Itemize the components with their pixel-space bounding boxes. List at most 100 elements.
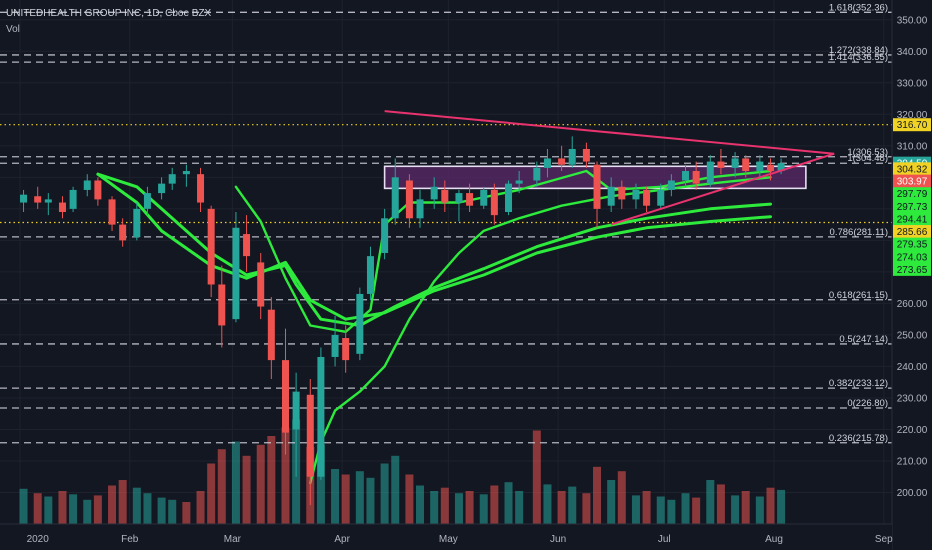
candle-body: [232, 227, 240, 320]
price-tag-label: 297.79: [897, 189, 928, 200]
candle-body: [543, 158, 551, 168]
fib-label: 0.236(215.78): [829, 433, 888, 444]
fib-label: 1(304.48): [847, 153, 888, 164]
candle-body: [731, 158, 739, 168]
volume-bar: [405, 474, 414, 524]
volume-bar: [118, 480, 127, 524]
candle-body: [643, 189, 651, 206]
fib-label: 0.382(233.12): [829, 378, 888, 389]
x-tick-label: Aug: [765, 534, 783, 545]
volume-bar: [380, 463, 389, 524]
candle-body: [717, 161, 725, 168]
x-tick-label: 2020: [27, 534, 50, 545]
fib-label: 1(306.53): [847, 147, 888, 158]
volume-bar: [157, 497, 166, 524]
candle-body: [391, 177, 399, 219]
volume-bar: [316, 444, 325, 524]
x-tick-label: Mar: [224, 534, 242, 545]
fib-label: 0(226.80): [847, 398, 888, 409]
candle-body: [657, 189, 665, 206]
volume-bars: [19, 419, 786, 524]
y-tick-label: 260.00: [897, 299, 928, 310]
volume-bar: [83, 499, 92, 524]
candle-body: [766, 164, 774, 172]
volume-bar: [667, 499, 676, 524]
volume-bar: [731, 495, 740, 524]
volume-bar: [454, 493, 463, 524]
candle-body: [108, 199, 116, 225]
volume-bar: [706, 480, 715, 524]
x-tick-label: Feb: [121, 534, 139, 545]
volume-bar: [504, 482, 513, 524]
candle-body: [58, 202, 66, 212]
volume-bar: [430, 491, 439, 524]
candle-body: [777, 163, 785, 172]
candle-body: [331, 334, 339, 357]
candle-body: [158, 183, 166, 194]
candle-body: [168, 174, 176, 184]
trendline: [384, 110, 835, 155]
volume-bar: [631, 495, 640, 524]
candle-body: [582, 148, 590, 162]
price-tag-label: 303.97: [897, 177, 928, 188]
y-tick-label: 210.00: [897, 456, 928, 467]
price-tag: [893, 187, 931, 201]
price-tag-label: 274.03: [897, 252, 928, 263]
candle-body: [44, 199, 52, 203]
candle-body: [69, 189, 77, 209]
volume-bar: [716, 484, 725, 524]
price-tag: [893, 162, 931, 176]
volume-bar: [19, 488, 28, 524]
volume-label: Vol: [6, 24, 20, 35]
candle-body: [466, 193, 474, 206]
candle-body: [282, 360, 289, 433]
price-tag-label: 273.65: [897, 265, 928, 276]
candle-body: [197, 174, 205, 203]
price-tag: [893, 212, 931, 226]
volume-bar: [557, 491, 566, 524]
candle-body: [593, 164, 601, 209]
candle-body: [342, 338, 350, 361]
x-tick-label: Sep: [875, 534, 893, 545]
volume-bar: [642, 491, 651, 524]
candle-body: [366, 256, 374, 294]
volume-bar: [607, 480, 616, 524]
candle-body: [505, 183, 513, 212]
time-axis-bg: [0, 524, 892, 550]
price-tag: [893, 250, 931, 264]
candle-body: [34, 196, 42, 203]
volume-bar: [515, 491, 524, 524]
price-tag: [893, 118, 931, 132]
volume-bar: [33, 493, 42, 524]
price-tag: [893, 237, 931, 251]
candle-body: [182, 171, 190, 175]
volume-bar: [331, 469, 340, 524]
volume-bar: [217, 449, 226, 524]
x-tick-label: Apr: [334, 534, 350, 545]
candle-body: [207, 208, 215, 285]
volume-bar: [617, 471, 626, 524]
candle-body: [682, 171, 690, 181]
y-tick-label: 340.00: [897, 47, 928, 58]
volume-bar: [207, 463, 216, 524]
candle-body: [416, 199, 424, 219]
volume-bar: [755, 496, 764, 524]
candles: [20, 136, 785, 506]
candle-body: [742, 158, 750, 172]
candle-body: [756, 161, 764, 172]
candle-body: [515, 180, 523, 184]
trendlines: [384, 110, 835, 226]
volume-bar: [532, 430, 541, 524]
price-tag: [893, 262, 931, 276]
volume-bar: [741, 491, 750, 524]
candle-body: [706, 161, 714, 184]
y-tick-label: 240.00: [897, 362, 928, 373]
fib-levels: 1.618(352.36) 1.272(338.84)1.414(336.55) 1…: [0, 2, 892, 444]
candle-body: [405, 180, 413, 219]
volume-bar: [58, 491, 67, 524]
volume-bar: [391, 455, 400, 524]
candle-body: [692, 171, 700, 184]
y-tick-label: 310.00: [897, 141, 928, 152]
